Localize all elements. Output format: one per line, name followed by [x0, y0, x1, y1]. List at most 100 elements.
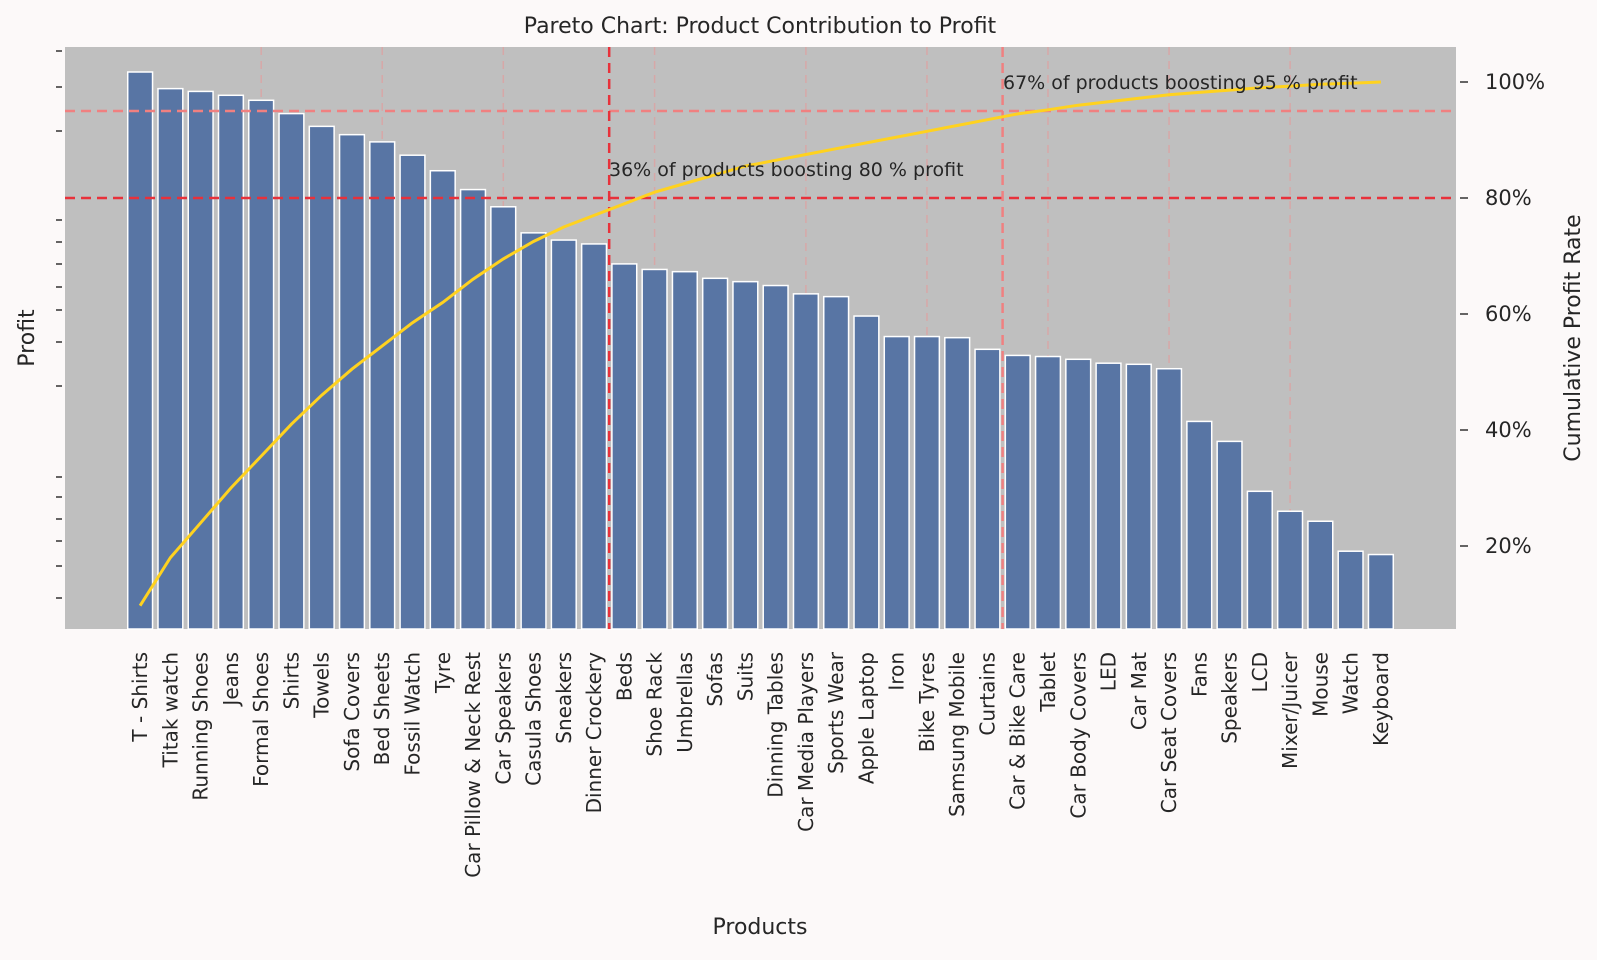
bar-23 — [822, 295, 850, 630]
bar-11 — [459, 188, 487, 630]
bar-37 — [1246, 490, 1273, 630]
bar-21 — [762, 284, 789, 630]
bar-24 — [853, 315, 880, 630]
x-tick-label-14: Sneakers — [552, 652, 576, 744]
x-axis-label: Products — [713, 915, 808, 940]
bar-34 — [1155, 367, 1183, 630]
grid-layer — [56, 47, 1291, 629]
annotation-80: 36% of products boosting 80 % profit — [609, 159, 964, 181]
bar-2 — [187, 90, 214, 630]
bar-layer — [126, 71, 1395, 630]
x-tick-label-38: Mixer/Juicer — [1278, 651, 1302, 769]
bar-32 — [1095, 362, 1122, 630]
bar-12 — [490, 206, 517, 630]
cumulative-line — [138, 80, 1381, 607]
x-tick-label-37: LCD — [1248, 652, 1272, 693]
bar-30 — [1034, 355, 1062, 630]
bar-10 — [429, 169, 456, 630]
x-tick-label-4: Formal Shoes — [249, 652, 273, 787]
y2-tick-label-3: 80% — [1485, 186, 1532, 210]
label-layer: 20% 40% 60% 80% 100% T - Shirts Titak watch Run… — [128, 70, 1545, 878]
x-tick-label-1: Titak watch — [158, 652, 182, 768]
cumulative-line-layer — [138, 80, 1381, 607]
x-tick-label-16: Beds — [612, 652, 636, 701]
bar-8 — [369, 141, 396, 630]
x-tick-label-9: Fossil Watch — [400, 652, 424, 776]
bar-40 — [1337, 550, 1364, 630]
x-tick-label-10: Tyre — [431, 652, 455, 694]
x-tick-label-32: LED — [1097, 652, 1121, 691]
bar-33 — [1125, 363, 1152, 630]
bar-22 — [792, 293, 820, 630]
x-tick-label-2: Running Shoes — [189, 652, 213, 801]
bar-28 — [974, 348, 1001, 630]
x-tick-label-24: Apple Laptop — [854, 652, 878, 784]
x-tick-label-26: Bike Tyres — [915, 652, 939, 752]
bar-41 — [1367, 553, 1395, 630]
x-tick-label-12: Car Speakers — [491, 652, 515, 785]
bar-18 — [671, 270, 699, 630]
bar-9 — [399, 154, 426, 630]
x-tick-label-8: Bed Sheets — [370, 652, 394, 765]
y2-tick-label-4: 100% — [1485, 70, 1545, 94]
x-tick-label-15: Dinner Crockery — [582, 652, 606, 814]
y2-tick-label-2: 60% — [1485, 302, 1532, 326]
bar-4 — [248, 99, 275, 630]
x-tick-label-20: Suits — [733, 652, 757, 701]
bar-14 — [550, 239, 577, 630]
chart-title: Pareto Chart: Product Contribution to Pr… — [524, 14, 997, 39]
bar-31 — [1065, 358, 1092, 630]
reference-lines — [65, 47, 1456, 629]
bar-3 — [217, 94, 245, 630]
x-tick-label-0: T - Shirts — [128, 652, 152, 743]
bar-26 — [913, 335, 941, 630]
y2-tick-label-0: 20% — [1485, 534, 1532, 558]
x-tick-label-27: Samsung Mobile — [945, 652, 969, 817]
bar-7 — [338, 133, 366, 630]
x-tick-label-21: Dinning Tables — [764, 652, 788, 798]
bar-25 — [883, 335, 910, 630]
bar-0 — [126, 71, 154, 630]
x-tick-label-34: Car Seat Covers — [1157, 652, 1181, 813]
bar-1 — [157, 87, 184, 630]
y2-axis-label: Cumulative Profit Rate — [1561, 214, 1586, 461]
bar-27 — [944, 336, 971, 630]
x-tick-label-40: Watch — [1339, 652, 1363, 714]
bar-20 — [732, 280, 759, 630]
bar-17 — [641, 268, 668, 630]
x-tick-label-3: Jeans — [219, 652, 243, 708]
y2-tick-label-1: 40% — [1485, 418, 1532, 442]
x-tick-label-11: Car Pillow & Neck Rest — [461, 652, 485, 878]
x-tick-label-18: Umbrellas — [673, 652, 697, 753]
x-tick-label-23: Sports Wear — [824, 651, 848, 774]
bar-38 — [1276, 510, 1304, 630]
bar-15 — [580, 243, 608, 630]
x-tick-label-39: Mouse — [1308, 652, 1332, 717]
bar-29 — [1004, 354, 1031, 630]
x-tick-label-41: Keyboard — [1369, 652, 1393, 746]
bar-5 — [278, 112, 305, 630]
x-tick-label-25: Iron — [885, 652, 909, 691]
x-tick-label-19: Sofas — [703, 652, 727, 707]
x-tick-label-33: Car Mat — [1127, 652, 1151, 730]
x-tick-label-30: Tablet — [1036, 652, 1060, 713]
bar-35 — [1186, 420, 1213, 630]
x-tick-label-36: Speakers — [1218, 652, 1242, 744]
bar-39 — [1307, 520, 1334, 630]
bar-13 — [520, 232, 547, 630]
x-tick-label-35: Fans — [1187, 652, 1211, 697]
bar-19 — [701, 277, 729, 630]
x-tick-label-29: Car & Bike Care — [1006, 652, 1030, 810]
x-tick-label-28: Curtains — [975, 652, 999, 736]
bar-6 — [308, 125, 335, 630]
x-tick-label-13: Casula Shoes — [522, 652, 546, 786]
annotation-95: 67% of products boosting 95 % profit — [1003, 72, 1358, 94]
x-tick-label-22: Car Media Players — [794, 652, 818, 832]
y-axis-label: Profit — [15, 309, 40, 367]
x-tick-label-7: Sofa Covers — [340, 652, 364, 772]
x-tick-label-31: Car Body Covers — [1066, 652, 1090, 819]
bar-36 — [1216, 440, 1243, 630]
bar-16 — [611, 263, 638, 630]
